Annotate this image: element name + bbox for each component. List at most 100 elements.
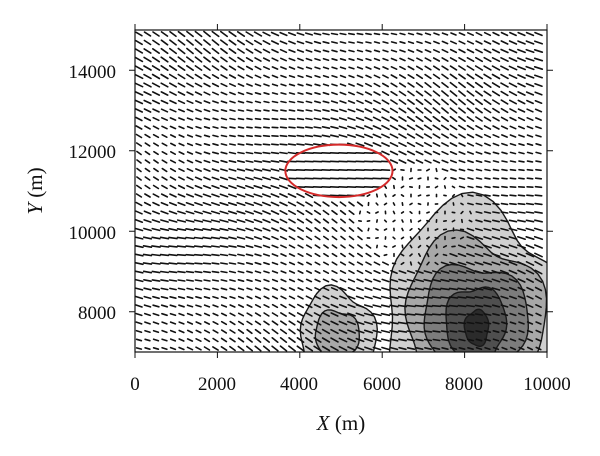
wind-vector bbox=[460, 193, 464, 198]
wind-vector bbox=[279, 336, 288, 344]
wind-vector bbox=[526, 194, 534, 197]
wind-vector bbox=[398, 346, 407, 351]
wind-vector bbox=[483, 244, 492, 249]
wind-vector bbox=[339, 209, 347, 216]
wind-vector bbox=[161, 176, 168, 181]
wind-vector bbox=[288, 66, 296, 70]
x-tick-label: 0 bbox=[130, 374, 140, 395]
wind-vector bbox=[177, 193, 186, 198]
wind-vector bbox=[313, 295, 322, 300]
wind-vector bbox=[143, 48, 152, 54]
wind-vector bbox=[451, 185, 456, 189]
wind-vector bbox=[322, 32, 330, 36]
wind-vector bbox=[375, 228, 379, 231]
wind-vector bbox=[220, 82, 228, 88]
wind-vector bbox=[500, 202, 509, 206]
wind-vector bbox=[389, 159, 399, 164]
wind-vector bbox=[186, 279, 194, 282]
wind-vector bbox=[211, 47, 220, 55]
wind-vector bbox=[135, 321, 143, 325]
wind-vector bbox=[383, 202, 388, 206]
wind-vector bbox=[246, 134, 253, 138]
wind-vector bbox=[415, 142, 424, 147]
wind-vector bbox=[508, 57, 518, 62]
wind-vector bbox=[219, 176, 229, 181]
wind-vector bbox=[151, 270, 161, 274]
wind-vector bbox=[457, 304, 467, 308]
wind-vector bbox=[449, 338, 458, 342]
wind-vector bbox=[457, 296, 467, 299]
wind-vector bbox=[151, 236, 161, 240]
wind-vector bbox=[305, 227, 313, 232]
wind-vector bbox=[262, 337, 271, 343]
wind-vector bbox=[518, 177, 525, 180]
wind-vector bbox=[219, 253, 229, 257]
wind-vector bbox=[152, 338, 160, 342]
wind-vector bbox=[517, 211, 526, 214]
wind-vector bbox=[373, 41, 381, 44]
wind-vector bbox=[450, 177, 457, 180]
wind-vector bbox=[373, 49, 381, 53]
wind-vector bbox=[228, 176, 237, 181]
wind-vector bbox=[432, 57, 441, 62]
wind-vector bbox=[449, 48, 458, 54]
wind-vector bbox=[331, 261, 338, 266]
wind-vector bbox=[482, 287, 493, 291]
wind-vector bbox=[339, 91, 347, 96]
wind-vector bbox=[518, 160, 525, 163]
wind-vector bbox=[339, 286, 347, 292]
wind-vector bbox=[414, 287, 425, 291]
wind-vector bbox=[348, 83, 355, 87]
wind-vector bbox=[508, 261, 518, 266]
wind-vector bbox=[220, 159, 228, 164]
wind-vector bbox=[448, 278, 459, 283]
wind-vector bbox=[271, 328, 279, 335]
wind-vector bbox=[288, 303, 296, 309]
wind-vector bbox=[194, 270, 203, 274]
wind-vector bbox=[237, 337, 245, 343]
wind-vector bbox=[466, 236, 475, 240]
wind-vector bbox=[186, 287, 194, 291]
wind-vector bbox=[534, 194, 543, 197]
y-tick-label: 14000 bbox=[69, 62, 117, 83]
wind-vector bbox=[443, 185, 447, 189]
wind-vector bbox=[466, 244, 475, 249]
wind-vector bbox=[441, 57, 449, 62]
wind-vector bbox=[449, 151, 458, 155]
wind-vector bbox=[280, 83, 287, 87]
wind-vector bbox=[465, 296, 476, 299]
wind-vector bbox=[178, 117, 185, 121]
wind-vector bbox=[185, 219, 195, 223]
wind-vector bbox=[330, 108, 339, 113]
wind-vector bbox=[509, 31, 517, 37]
wind-vector bbox=[246, 74, 253, 79]
wind-vector bbox=[296, 193, 305, 198]
wind-vector bbox=[441, 346, 449, 351]
wind-vector bbox=[151, 82, 161, 88]
wind-vector bbox=[409, 253, 413, 257]
wind-vector bbox=[261, 176, 272, 181]
wind-vector bbox=[244, 193, 255, 198]
wind-vector bbox=[475, 160, 483, 163]
wind-vector bbox=[418, 236, 421, 240]
wind-vector bbox=[136, 150, 142, 156]
wind-vector bbox=[440, 304, 450, 308]
wind-vector bbox=[135, 304, 143, 308]
wind-vector bbox=[500, 227, 509, 232]
wind-vector bbox=[466, 48, 475, 54]
wind-vector bbox=[263, 117, 270, 121]
wind-vector bbox=[305, 235, 313, 241]
wind-vector bbox=[168, 210, 178, 215]
wind-vector bbox=[483, 65, 492, 71]
wind-vector bbox=[474, 287, 484, 291]
wind-vector bbox=[262, 39, 271, 46]
wind-vector bbox=[237, 91, 245, 96]
wind-vector bbox=[152, 31, 160, 37]
wind-vector bbox=[237, 83, 245, 87]
wind-vector bbox=[407, 65, 415, 71]
wind-vector bbox=[143, 278, 152, 283]
wind-vector bbox=[254, 312, 262, 317]
wind-vector bbox=[194, 262, 203, 265]
wind-vector bbox=[211, 39, 220, 46]
wind-vector bbox=[254, 337, 262, 343]
